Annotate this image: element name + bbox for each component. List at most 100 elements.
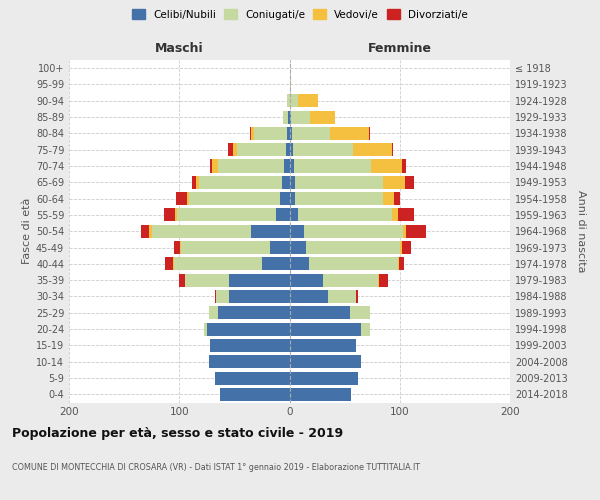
Bar xyxy=(228,143,233,156)
Bar xyxy=(229,274,290,286)
Bar xyxy=(286,143,290,156)
Bar xyxy=(402,160,406,172)
Bar xyxy=(292,127,330,140)
Bar xyxy=(290,192,295,205)
Bar xyxy=(290,290,328,303)
Bar xyxy=(290,355,361,368)
Bar xyxy=(290,339,356,352)
Bar xyxy=(403,224,406,238)
Bar xyxy=(350,306,370,320)
Bar xyxy=(369,127,370,140)
Bar xyxy=(328,290,356,303)
Bar xyxy=(215,372,290,384)
Bar xyxy=(189,192,280,205)
Text: Maschi: Maschi xyxy=(155,42,203,55)
Bar xyxy=(379,274,388,286)
Bar xyxy=(398,258,404,270)
Y-axis label: Anni di nascita: Anni di nascita xyxy=(576,190,586,272)
Bar xyxy=(298,208,392,222)
Bar xyxy=(254,127,287,140)
Legend: Celibi/Nubili, Coniugati/e, Vedovi/e, Divorziati/e: Celibi/Nubili, Coniugati/e, Vedovi/e, Di… xyxy=(128,5,472,24)
Bar xyxy=(199,176,282,189)
Bar xyxy=(229,290,290,303)
Bar xyxy=(405,176,414,189)
Bar xyxy=(218,306,290,320)
Bar xyxy=(290,241,306,254)
Bar xyxy=(210,339,290,352)
Bar xyxy=(304,224,403,238)
Bar xyxy=(378,274,379,286)
Bar xyxy=(284,160,290,172)
Bar xyxy=(152,224,251,238)
Bar xyxy=(287,127,290,140)
Bar xyxy=(179,274,185,286)
Bar xyxy=(290,388,351,401)
Bar xyxy=(220,388,290,401)
Bar xyxy=(185,274,229,286)
Bar xyxy=(402,241,411,254)
Bar xyxy=(140,224,149,238)
Bar xyxy=(298,94,318,108)
Bar xyxy=(290,208,298,222)
Bar xyxy=(251,127,254,140)
Text: Popolazione per età, sesso e stato civile - 2019: Popolazione per età, sesso e stato civil… xyxy=(12,428,343,440)
Bar xyxy=(290,143,293,156)
Bar xyxy=(218,160,284,172)
Bar xyxy=(187,192,189,205)
Bar xyxy=(406,224,426,238)
Bar xyxy=(233,143,236,156)
Bar xyxy=(250,127,251,140)
Bar xyxy=(174,258,262,270)
Bar xyxy=(282,176,290,189)
Bar xyxy=(262,258,290,270)
Bar xyxy=(290,176,295,189)
Bar xyxy=(394,192,400,205)
Bar xyxy=(175,208,177,222)
Bar xyxy=(283,110,289,124)
Bar xyxy=(290,94,298,108)
Bar xyxy=(290,258,310,270)
Bar xyxy=(290,224,304,238)
Bar xyxy=(306,241,400,254)
Bar xyxy=(193,176,196,189)
Bar xyxy=(310,110,335,124)
Bar xyxy=(290,160,294,172)
Bar xyxy=(361,322,370,336)
Bar xyxy=(400,241,402,254)
Bar xyxy=(280,192,290,205)
Bar xyxy=(215,290,229,303)
Bar xyxy=(176,192,187,205)
Bar xyxy=(196,176,199,189)
Text: Femmine: Femmine xyxy=(368,42,432,55)
Bar xyxy=(165,258,173,270)
Bar xyxy=(290,372,358,384)
Bar xyxy=(290,110,310,124)
Bar xyxy=(330,127,369,140)
Bar xyxy=(294,160,371,172)
Bar xyxy=(173,258,174,270)
Bar xyxy=(251,224,290,238)
Bar xyxy=(209,355,290,368)
Bar xyxy=(289,110,290,124)
Bar xyxy=(276,208,290,222)
Bar xyxy=(295,192,383,205)
Bar xyxy=(164,208,175,222)
Bar xyxy=(295,176,383,189)
Bar xyxy=(207,322,290,336)
Bar xyxy=(383,192,394,205)
Bar xyxy=(174,241,181,254)
Bar xyxy=(177,208,276,222)
Bar xyxy=(398,208,414,222)
Bar xyxy=(287,94,290,108)
Bar xyxy=(269,241,290,254)
Text: COMUNE DI MONTECCHIA DI CROSARA (VR) - Dati ISTAT 1° gennaio 2019 - Elaborazione: COMUNE DI MONTECCHIA DI CROSARA (VR) - D… xyxy=(12,462,420,471)
Bar xyxy=(293,143,353,156)
Bar xyxy=(310,258,398,270)
Bar xyxy=(392,143,393,156)
Bar xyxy=(210,160,212,172)
Bar xyxy=(181,241,269,254)
Bar xyxy=(203,322,207,336)
Bar xyxy=(236,143,286,156)
Bar xyxy=(290,274,323,286)
Y-axis label: Fasce di età: Fasce di età xyxy=(22,198,32,264)
